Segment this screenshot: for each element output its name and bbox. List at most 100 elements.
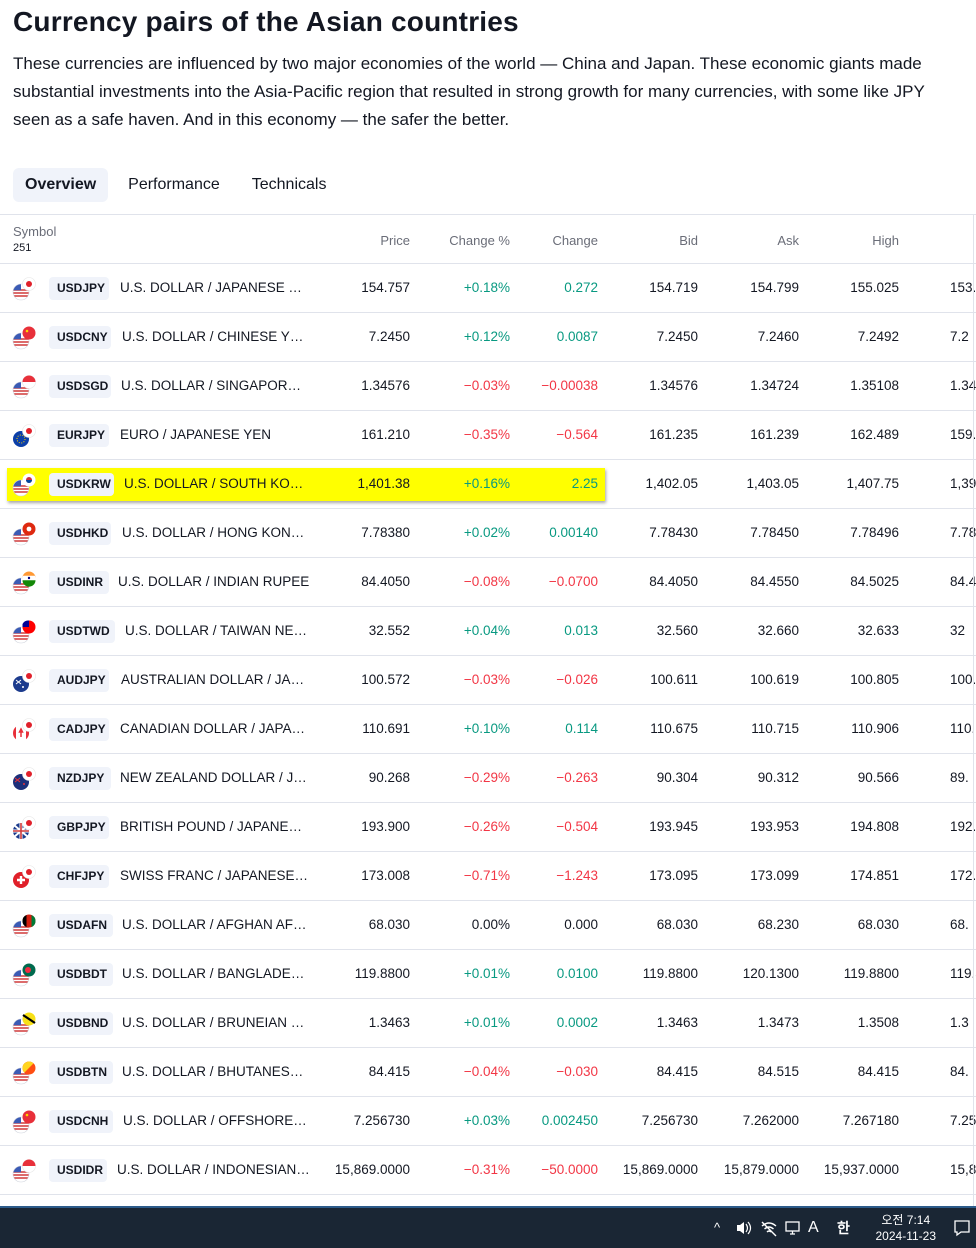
pair-description[interactable]: U.S. DOLLAR / AFGHAN AFG... [122,917,310,932]
currency-flag-icon [12,375,36,399]
change-cell: 0.0087 [556,329,598,344]
pair-description[interactable]: U.S. DOLLAR / TAIWAN NEW... [125,623,310,638]
column-header-high[interactable]: High [872,233,899,248]
column-header-price[interactable]: Price [380,233,410,248]
bid-cell: 84.4050 [649,574,698,589]
pair-description[interactable]: U.S. DOLLAR / CHINESE YUAN [122,329,310,344]
bid-cell: 15,869.0000 [622,1162,698,1177]
table-row[interactable]: GBPJPY BRITISH POUND / JAPANESE ... 193.90… [0,803,976,852]
column-header-bid[interactable]: Bid [679,233,698,248]
column-header-change[interactable]: Change [552,233,598,248]
volume-icon[interactable] [735,1208,753,1248]
table-row[interactable]: USDSGD U.S. DOLLAR / SINGAPORE D... 1.3457… [0,362,976,411]
ticker-badge[interactable]: CHFJPY [49,865,109,888]
tray-overflow-chevron-icon[interactable]: ^ [714,1220,721,1235]
ticker-badge[interactable]: USDTWD [49,620,115,643]
price-cell: 15,869.0000 [334,1162,410,1177]
tab-bar: Overview Performance Technicals [13,168,338,202]
table-row[interactable]: USDBND U.S. DOLLAR / BRUNEIAN D... 1.3463 +… [0,999,976,1048]
ticker-badge[interactable]: USDBND [49,1012,113,1035]
pair-description[interactable]: AUSTRALIAN DOLLAR / JAPA... [121,672,310,687]
ticker-badge[interactable]: USDKRW [49,473,114,496]
table-row[interactable]: USDBTN U.S. DOLLAR / BHUTANESE ... 84.415 −… [0,1048,976,1097]
currency-flag-icon [12,277,36,301]
pair-description[interactable]: U.S. DOLLAR / INDONESIAN ... [117,1162,310,1177]
tab-technicals[interactable]: Technicals [251,176,327,193]
table-row[interactable]: USDCNH U.S. DOLLAR / OFFSHORE C... 7.25673… [0,1097,976,1146]
table-row[interactable]: USDBDT U.S. DOLLAR / BANGLADESH... 119.880… [0,950,976,999]
pair-description[interactable]: U.S. DOLLAR / HONG KONG ... [122,525,310,540]
tab-performance[interactable]: Performance [128,176,220,193]
column-header-ask[interactable]: Ask [777,233,799,248]
pair-description[interactable]: U.S. DOLLAR / SOUTH KORE... [124,476,310,491]
high-cell: 162.489 [850,427,899,442]
table-row[interactable]: USDTWD U.S. DOLLAR / TAIWAN NEW... 32.552 +… [0,607,976,656]
table-row[interactable]: CHFJPY SWISS FRANC / JAPANESE YEN 173.008 −… [0,852,976,901]
ticker-badge[interactable]: USDHKD [49,522,111,545]
column-header-symbol[interactable]: Symbol [13,224,57,239]
ask-cell: 1,403.05 [746,476,799,491]
ticker-badge[interactable]: USDSGD [49,375,111,398]
table-row[interactable]: NZDJPY NEW ZEALAND DOLLAR / JA... 90.268 −0… [0,754,976,803]
clock-date: 2024-11-23 [875,1229,937,1243]
price-cell: 68.030 [368,917,410,932]
pair-description[interactable]: SWISS FRANC / JAPANESE YEN [120,868,310,883]
change-cell: 2.25 [571,476,598,491]
table-row[interactable]: AUDJPY AUSTRALIAN DOLLAR / JAPA... 100.572… [0,656,976,705]
network-disconnected-icon[interactable] [760,1208,778,1248]
taskbar-clock[interactable]: 오전 7:14 2024-11-23 [876,1212,937,1244]
ticker-badge[interactable]: CADJPY [49,718,109,741]
currency-flag-icon [12,326,36,350]
pair-description[interactable]: U.S. DOLLAR / SINGAPORE D... [121,378,310,393]
ticker-badge[interactable]: USDAFN [49,914,113,937]
pair-description[interactable]: CANADIAN DOLLAR / JAPANE... [120,721,310,736]
table-row[interactable]: EURJPY EURO / JAPANESE YEN 161.210 −0.35% −0… [0,411,976,460]
tab-overview[interactable]: Overview [13,168,109,202]
pair-description[interactable]: U.S. DOLLAR / BHUTANESE ... [122,1064,310,1079]
ticker-badge[interactable]: USDJPY [49,277,109,300]
change-percent-cell: −0.03% [463,378,510,393]
table-row[interactable]: USDINR U.S. DOLLAR / INDIAN RUPEE 84.4050 −… [0,558,976,607]
price-cell: 1.34576 [361,378,410,393]
ticker-badge[interactable]: USDIDR [49,1159,107,1182]
high-cell: 90.566 [857,770,899,785]
high-cell: 100.805 [850,672,899,687]
ask-cell: 7.78450 [750,525,799,540]
display-icon[interactable] [784,1208,802,1248]
ticker-badge[interactable]: USDCNY [49,326,111,349]
ticker-badge[interactable]: EURJPY [49,424,109,447]
notification-center-icon[interactable] [952,1208,972,1248]
pair-description[interactable]: NEW ZEALAND DOLLAR / JA... [120,770,310,785]
pair-description[interactable]: U.S. DOLLAR / BRUNEIAN D... [122,1015,310,1030]
table-row[interactable]: USDCNY U.S. DOLLAR / CHINESE YUAN 7.2450 +0… [0,313,976,362]
ticker-badge[interactable]: GBPJPY [49,816,109,839]
pair-description[interactable]: U.S. DOLLAR / BANGLADESH... [122,966,310,981]
ime-mode-indicator[interactable]: A [808,1219,819,1236]
currency-flag-icon [12,767,36,791]
table-row[interactable]: USDKRW U.S. DOLLAR / SOUTH KORE... 1,401.3… [0,460,976,509]
pair-description[interactable]: U.S. DOLLAR / OFFSHORE C... [123,1113,310,1128]
table-row[interactable]: USDAFN U.S. DOLLAR / AFGHAN AFG... 68.030 0… [0,901,976,950]
ticker-badge[interactable]: NZDJPY [49,767,111,790]
ask-cell: 100.619 [750,672,799,687]
ticker-badge[interactable]: AUDJPY [49,669,109,692]
table-row[interactable]: USDJPY U.S. DOLLAR / JAPANESE YEN 154.757 +… [0,264,976,313]
ask-cell: 110.715 [751,721,799,736]
currency-flag-icon [12,424,36,448]
ticker-badge[interactable]: USDINR [49,571,109,594]
ticker-badge[interactable]: USDBTN [49,1061,113,1084]
pair-description[interactable]: U.S. DOLLAR / JAPANESE YEN [120,280,310,295]
table-row[interactable]: USDIDR U.S. DOLLAR / INDONESIAN ... 15,869… [0,1146,976,1195]
pair-description[interactable]: BRITISH POUND / JAPANESE ... [120,819,310,834]
pair-description[interactable]: EURO / JAPANESE YEN [120,427,272,442]
table-row[interactable]: CADJPY CANADIAN DOLLAR / JAPANE... 110.691… [0,705,976,754]
ticker-badge[interactable]: USDBDT [49,963,113,986]
low-cell: 7.250 [950,1113,976,1128]
pair-description[interactable]: U.S. DOLLAR / INDIAN RUPEE [118,574,310,589]
column-header-change-percent[interactable]: Change % [449,233,510,248]
table-row[interactable]: USDHKD U.S. DOLLAR / HONG KONG ... 7.78380… [0,509,976,558]
ime-language-indicator[interactable]: 한 [837,1220,850,1236]
high-cell: 155.025 [850,280,899,295]
low-cell: 32 [950,623,966,638]
ticker-badge[interactable]: USDCNH [49,1110,113,1133]
